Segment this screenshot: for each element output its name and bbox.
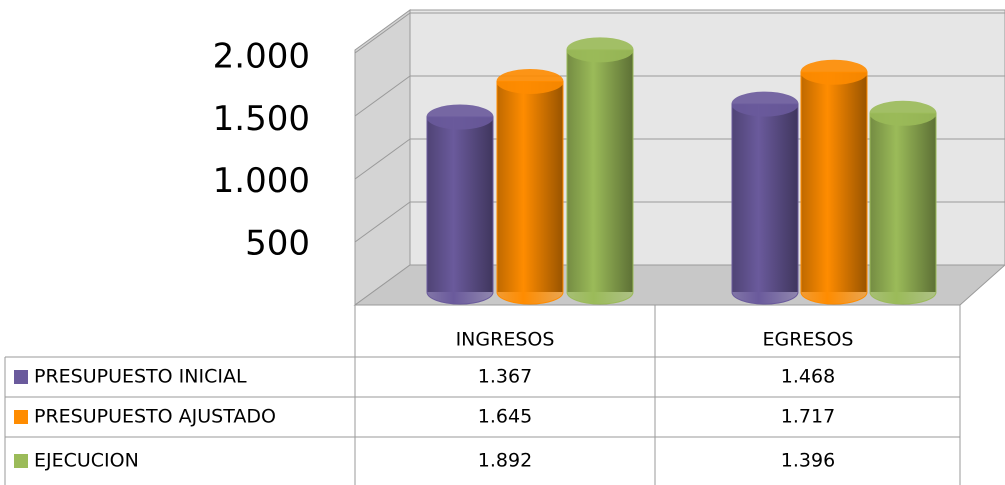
y-tick-label: 1.500 xyxy=(213,99,310,139)
table-value: 1.367 xyxy=(478,366,532,388)
grid-line xyxy=(354,201,411,243)
legend-label: PRESUPUESTO INICIAL xyxy=(34,366,247,388)
y-tick-label: 2.000 xyxy=(213,37,310,77)
legend-label: PRESUPUESTO AJUSTADO xyxy=(34,406,276,428)
table-value: 1.645 xyxy=(478,406,532,428)
bar-top xyxy=(869,100,937,126)
bar xyxy=(426,116,494,305)
legend-swatch xyxy=(14,454,28,468)
side-wall xyxy=(354,9,411,306)
bar-top xyxy=(800,59,868,85)
grid-line xyxy=(354,75,411,117)
table-value: 1.717 xyxy=(781,406,835,428)
legend-swatch xyxy=(14,370,28,384)
grid-line xyxy=(354,12,411,54)
bar-top xyxy=(731,91,799,117)
grid-line xyxy=(354,138,411,180)
bar xyxy=(869,112,937,305)
bar-top xyxy=(566,37,634,63)
bar xyxy=(566,49,634,305)
table-value: 1.468 xyxy=(781,366,835,388)
bar-top xyxy=(426,104,494,130)
y-tick-label: 1.000 xyxy=(213,161,310,201)
y-tick-label: 500 xyxy=(245,223,310,263)
legend-swatch xyxy=(14,410,28,424)
x-tick-label: EGRESOS xyxy=(762,329,853,351)
x-tick-label: INGRESOS xyxy=(456,329,555,351)
table-value: 1.396 xyxy=(781,450,835,472)
bar xyxy=(731,103,799,305)
table-value: 1.892 xyxy=(478,450,532,472)
bar-top xyxy=(496,68,564,94)
bar xyxy=(496,80,564,305)
bar xyxy=(800,71,868,305)
legend-label: EJECUCION xyxy=(34,450,139,472)
